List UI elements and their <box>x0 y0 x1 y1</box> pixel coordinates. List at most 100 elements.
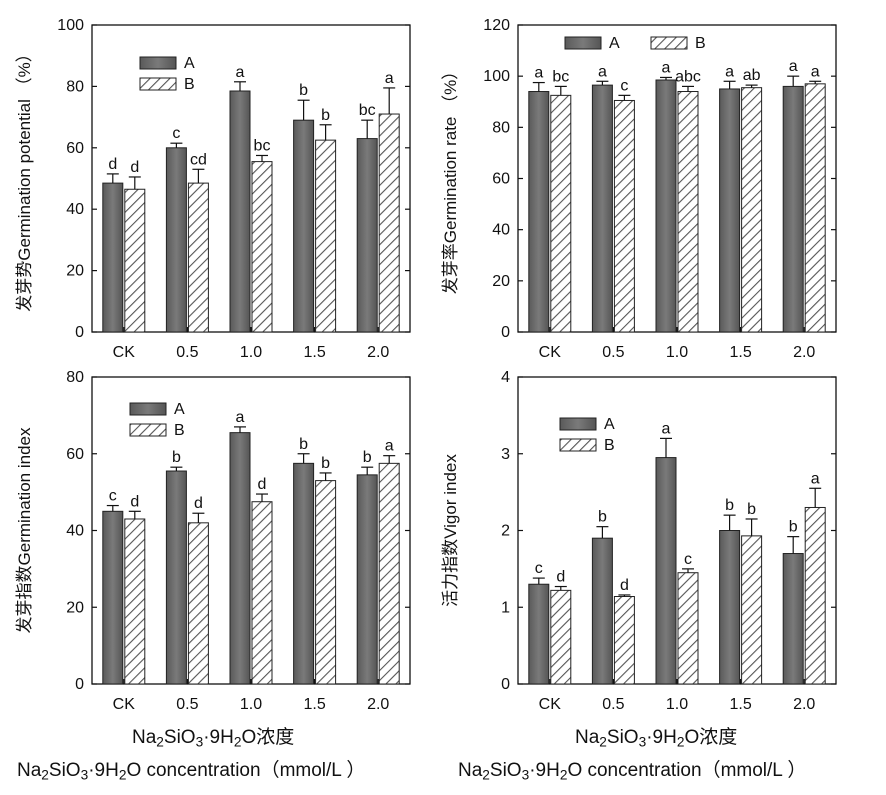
y-tick-label: 3 <box>501 446 510 463</box>
bar-series-a <box>782 553 804 685</box>
significance-letter: c <box>109 488 117 505</box>
bar-series-b <box>550 589 572 685</box>
y-tick-label: 0 <box>75 676 84 693</box>
significance-letter: a <box>385 438 394 455</box>
bar-series-b <box>804 506 826 685</box>
y-axis-label: 发芽率Germination rate （%） <box>441 63 460 294</box>
y-axis-label: 发芽指数Germination index <box>15 427 34 633</box>
significance-letter: a <box>236 409 245 426</box>
significance-letter: ab <box>743 67 761 84</box>
y-tick-label: 4 <box>501 369 510 386</box>
bar-series-a <box>229 432 251 685</box>
significance-letter: cd <box>190 151 207 168</box>
significance-letter: bc <box>359 102 376 119</box>
bar-series-b <box>251 501 273 685</box>
significance-letter: b <box>321 455 330 472</box>
significance-letter: b <box>598 509 607 526</box>
bar-series-a <box>719 530 741 685</box>
bar-series-a <box>102 182 124 333</box>
significance-letter: d <box>194 495 203 512</box>
y-tick-label: 60 <box>66 446 84 463</box>
y-tick-label: 40 <box>492 222 510 239</box>
x-tick-label: 1.0 <box>240 696 262 713</box>
bar-series-a <box>165 147 187 333</box>
x-tick-label: CK <box>113 696 136 713</box>
x-tick-label: CK <box>113 344 136 361</box>
significance-letter: a <box>789 58 798 75</box>
y-tick-label: 0 <box>501 324 510 341</box>
bar-series-a <box>356 474 378 685</box>
bar-series-b <box>187 522 209 685</box>
y-tick-label: 60 <box>492 171 510 188</box>
significance-letter: b <box>747 501 756 518</box>
bar-series-b <box>378 113 400 333</box>
bar-series-b <box>804 83 826 333</box>
legend-label-a: A <box>184 55 195 72</box>
bar-series-a <box>528 583 550 685</box>
bar-series-b <box>315 139 337 333</box>
legend-label-a: A <box>609 35 620 52</box>
significance-letter: c <box>535 560 543 577</box>
y-tick-label: 100 <box>483 68 510 85</box>
y-tick-label: 20 <box>66 599 84 616</box>
bar-series-b <box>124 188 146 333</box>
bar-series-b <box>251 161 273 333</box>
significance-letter: b <box>789 519 798 536</box>
legend-swatch-a <box>564 36 602 50</box>
significance-letter: c <box>172 125 180 142</box>
bar-series-b <box>741 535 763 685</box>
significance-letter: c <box>620 77 628 94</box>
significance-letter: b <box>725 497 734 514</box>
x-axis-title-en: Na2SiO3·9H2O concentration（mmol/L ） <box>17 760 366 783</box>
legend-swatch-a <box>129 402 167 416</box>
x-tick-label: 2.0 <box>367 344 389 361</box>
x-tick-label: 0.5 <box>176 344 198 361</box>
x-tick-label: 1.5 <box>303 696 325 713</box>
significance-letter: a <box>236 64 245 81</box>
y-axis-label: 发芽势Germination potential （%） <box>15 45 34 311</box>
significance-letter: b <box>363 449 372 466</box>
y-tick-label: 1 <box>501 599 510 616</box>
y-tick-label: 80 <box>492 119 510 136</box>
bar-series-b <box>315 480 337 685</box>
significance-letter: a <box>662 420 671 437</box>
x-tick-label: 1.5 <box>303 344 325 361</box>
significance-letter: d <box>620 577 629 594</box>
significance-letter: b <box>321 107 330 124</box>
legend-swatch-b <box>559 438 597 452</box>
legend-swatch-b <box>650 36 688 50</box>
x-tick-label: 1.0 <box>240 344 262 361</box>
legend-label-b: B <box>604 437 615 454</box>
significance-letter: a <box>811 63 820 80</box>
legend-label-a: A <box>174 401 185 418</box>
bar-series-b <box>741 87 763 333</box>
y-tick-label: 80 <box>66 78 84 95</box>
bar-series-b <box>378 462 400 685</box>
significance-letter: bc <box>254 137 271 154</box>
legend-label-b: B <box>695 35 706 52</box>
significance-letter: b <box>299 82 308 99</box>
x-tick-label: 1.0 <box>666 344 688 361</box>
bar-series-b <box>613 596 635 685</box>
y-tick-label: 0 <box>501 676 510 693</box>
legend-label-b: B <box>174 422 185 439</box>
significance-letter: a <box>811 470 820 487</box>
chart-panel-2: 0 20 40 60 80 100 120 发芽率Germination rate （%） CK… <box>441 17 837 361</box>
x-axis-title-cn: Na2SiO3·9H2O浓度 <box>132 727 295 750</box>
y-axis-label: 活力指数Vigor index <box>441 454 460 607</box>
bar-series-a <box>293 119 315 333</box>
y-tick-label: 120 <box>483 17 510 34</box>
significance-letter: d <box>258 476 267 493</box>
significance-letter: d <box>130 159 139 176</box>
x-tick-label: CK <box>539 696 562 713</box>
legend-swatch-a <box>559 417 597 431</box>
x-tick-label: CK <box>539 344 562 361</box>
significance-letter: a <box>598 63 607 80</box>
bar-series-a <box>102 510 124 685</box>
bar-series-b <box>124 518 146 685</box>
significance-letter: d <box>130 493 139 510</box>
y-tick-label: 20 <box>66 263 84 280</box>
significance-letter: b <box>172 449 181 466</box>
